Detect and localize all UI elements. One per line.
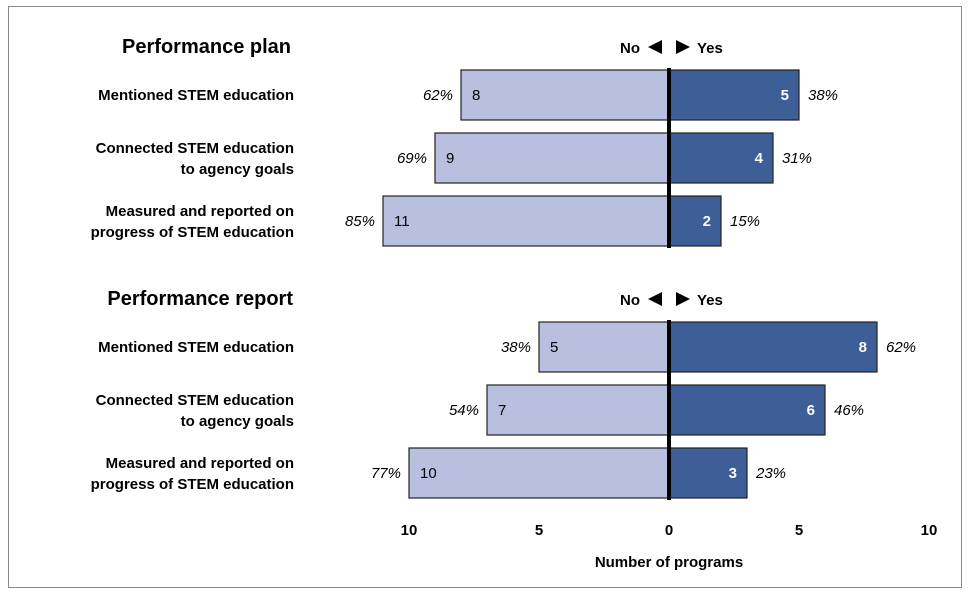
right-arrow-icon bbox=[676, 40, 690, 54]
bar-yes-value: 6 bbox=[807, 402, 815, 419]
bar-no-value: 7 bbox=[498, 402, 506, 419]
bar-yes-value: 3 bbox=[729, 465, 737, 482]
yes-percent-label: 15% bbox=[730, 213, 760, 230]
x-tick-label: 0 bbox=[665, 522, 673, 539]
bar-no-value: 10 bbox=[420, 465, 437, 482]
bar-yes bbox=[668, 384, 826, 436]
x-tick-label: 5 bbox=[795, 522, 803, 539]
category-label-line: to agency goals bbox=[181, 161, 294, 178]
x-axis-title: Number of programs bbox=[595, 554, 743, 571]
legend-yes-label: Yes bbox=[697, 40, 723, 57]
chart-frame bbox=[8, 6, 962, 588]
left-arrow-icon bbox=[648, 292, 662, 306]
bar-no-value: 11 bbox=[394, 213, 410, 230]
bar-no bbox=[538, 321, 670, 373]
yes-percent-label: 38% bbox=[808, 87, 838, 104]
x-tick-label: 10 bbox=[401, 522, 418, 539]
category-label-line: Measured and reported on bbox=[106, 455, 294, 472]
no-percent-label: 38% bbox=[501, 339, 531, 356]
bar-row: Measured and reported on progress of STEM… bbox=[91, 447, 786, 499]
category-label-line: Connected STEM education bbox=[96, 392, 294, 409]
no-percent-label: 62% bbox=[423, 87, 453, 104]
bar-yes bbox=[668, 195, 722, 247]
category-label-line: to agency goals bbox=[181, 413, 294, 430]
yes-percent-label: 31% bbox=[782, 150, 812, 167]
bar-no-value: 5 bbox=[550, 339, 558, 356]
bar-yes-value: 5 bbox=[781, 87, 789, 104]
category-label-line: progress of STEM education bbox=[91, 224, 294, 241]
bar-row: Connected STEM education to agency goals 7… bbox=[96, 384, 864, 436]
bar-yes bbox=[668, 132, 774, 184]
x-tick-label: 10 bbox=[921, 522, 938, 539]
bar-row: Mentioned STEM education 5 38% 8 62% bbox=[98, 321, 916, 373]
bar-yes bbox=[668, 69, 800, 121]
category-label-line: Measured and reported on bbox=[106, 203, 294, 220]
section-title: Performance plan bbox=[122, 36, 291, 58]
category-label-line: Connected STEM education bbox=[96, 140, 294, 157]
panel-performance-report: Performance report No Yes Mentioned STEM ed… bbox=[91, 288, 916, 500]
bar-row: Connected STEM education to agency goals 9… bbox=[96, 132, 812, 184]
bar-yes-value: 2 bbox=[703, 213, 711, 230]
category-label-line: progress of STEM education bbox=[91, 476, 294, 493]
bar-no bbox=[382, 195, 670, 247]
no-percent-label: 54% bbox=[449, 402, 479, 419]
bar-no bbox=[434, 132, 670, 184]
category-label: Mentioned STEM education bbox=[98, 87, 294, 104]
section-title: Performance report bbox=[107, 288, 293, 310]
yes-percent-label: 23% bbox=[755, 465, 786, 482]
yes-percent-label: 62% bbox=[886, 339, 916, 356]
x-tick-label: 5 bbox=[535, 522, 543, 539]
bar-no-value: 8 bbox=[472, 87, 480, 104]
no-percent-label: 85% bbox=[345, 213, 375, 230]
bar-yes bbox=[668, 447, 748, 499]
left-arrow-icon bbox=[648, 40, 662, 54]
yes-percent-label: 46% bbox=[834, 402, 864, 419]
bar-yes-value: 4 bbox=[755, 150, 764, 167]
bar-yes-value: 8 bbox=[859, 339, 867, 356]
legend-no-label: No bbox=[620, 40, 640, 57]
legend-yes-label: Yes bbox=[697, 292, 723, 309]
x-axis: 10 5 0 5 10 Number of programs bbox=[401, 522, 938, 571]
legend-no-label: No bbox=[620, 292, 640, 309]
bar-no-value: 9 bbox=[446, 150, 454, 167]
right-arrow-icon bbox=[676, 292, 690, 306]
bar-no bbox=[486, 384, 670, 436]
bar-row: Mentioned STEM education 8 62% 5 38% bbox=[98, 69, 838, 121]
bar-no bbox=[408, 447, 670, 499]
bar-no bbox=[460, 69, 670, 121]
legend: No Yes bbox=[620, 40, 723, 57]
panel-performance-plan: Performance plan No Yes Mentioned STEM educ… bbox=[91, 36, 838, 248]
bar-yes bbox=[668, 321, 878, 373]
category-label: Mentioned STEM education bbox=[98, 339, 294, 356]
legend: No Yes bbox=[620, 292, 723, 309]
no-percent-label: 77% bbox=[371, 465, 401, 482]
no-percent-label: 69% bbox=[397, 150, 427, 167]
bar-row: Measured and reported on progress of STEM… bbox=[91, 195, 760, 247]
